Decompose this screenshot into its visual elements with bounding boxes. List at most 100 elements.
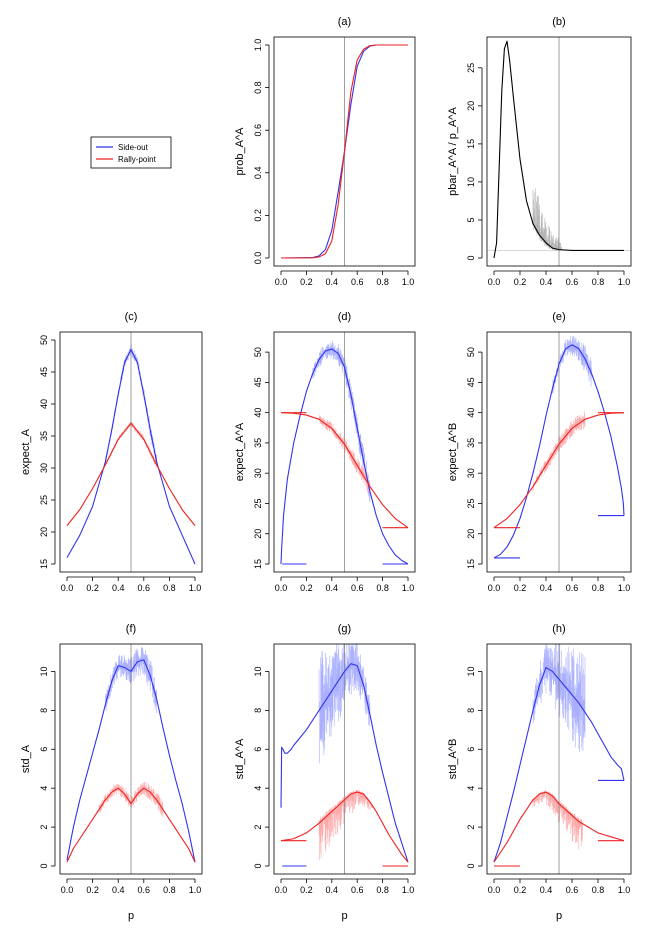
legend-label-side-out: Side-out xyxy=(118,143,149,152)
panel-b-x-tick-label-5: 1.0 xyxy=(618,277,631,287)
panel-c-y-tick-label-4: 35 xyxy=(39,431,49,441)
panel-c-title: (c) xyxy=(125,311,138,323)
series-h-side-out-line xyxy=(493,667,625,863)
panel-b-y-tick-label-0: 0 xyxy=(466,255,476,260)
panel-f-y-tick-label-2: 4 xyxy=(39,786,49,791)
panel-b-x-tick-label-3: 0.6 xyxy=(566,277,579,287)
panel-b-plot-area xyxy=(487,37,631,266)
panel-g-y-tick-label-0: 0 xyxy=(253,863,263,868)
panel-c-x-tick-label-4: 0.8 xyxy=(163,583,176,593)
panel-a-frame xyxy=(273,36,416,267)
panel-d-x-tick-label-5: 1.0 xyxy=(402,583,415,593)
panel-h-x-tick-label-1: 0.2 xyxy=(514,885,527,895)
series-b-0-noise xyxy=(532,188,562,252)
panel-c-frame xyxy=(59,331,203,573)
legend-box xyxy=(90,136,172,169)
panel-h-y-tick-label-1: 2 xyxy=(466,825,476,830)
panel-c: 0.0 0.2 0.4 0.6 0.8 1.0 15 20 25 30 35 40 45 50 (c) exp… xyxy=(20,311,203,593)
panel-a-y-label: prob_A^A xyxy=(234,127,246,176)
panel-g-frame xyxy=(273,643,416,875)
series-c-side-out-line xyxy=(66,349,196,565)
panel-f-plot-area xyxy=(66,644,196,874)
panel-d-y-tick-label-2: 25 xyxy=(253,498,263,508)
panel-b-y-tick-label-2: 10 xyxy=(466,177,476,187)
panel-c-y-tick-label-2: 25 xyxy=(39,495,49,505)
panel-b-y-tick-label-5: 25 xyxy=(466,63,476,73)
panel-h-x-tick-label-4: 0.8 xyxy=(592,885,605,895)
panel-e-x-tick-label-1: 0.2 xyxy=(514,583,527,593)
series-f-side-out-line xyxy=(66,659,196,863)
panel-c-x-tick-label-5: 1.0 xyxy=(189,583,202,593)
series-h-rally-point-line xyxy=(493,791,625,863)
panel-h: 0.0 0.2 0.4 0.6 0.8 1.0 0 2 4 6 8 10 (h) std_A^Bp xyxy=(447,623,632,922)
panel-b: 0.0 0.2 0.4 0.6 0.8 1.0 0 5 10 15 20 25 (b) pbar_A^A … xyxy=(447,16,632,287)
panel-h-y-tick-label-4: 8 xyxy=(466,708,476,713)
panel-c-x-tick-label-3: 0.6 xyxy=(138,583,151,593)
panel-e-title: (e) xyxy=(552,311,565,323)
panel-d: 0.0 0.2 0.4 0.6 0.8 1.0 15 20 25 30 35 40 45 50 (d) exp… xyxy=(234,311,416,593)
panel-d-x-tick-label-2: 0.4 xyxy=(326,583,339,593)
panel-b-y-label: pbar_A^A / p_A^A xyxy=(447,107,459,196)
panel-d-y-tick-label-3: 30 xyxy=(253,468,263,478)
panel-a-x-tick-label-4: 0.8 xyxy=(376,277,389,287)
panel-e-x-tick-label-3: 0.6 xyxy=(566,583,579,593)
panel-a-x-tick-label-2: 0.4 xyxy=(326,277,339,287)
panel-d-y-tick-label-1: 20 xyxy=(253,529,263,539)
panel-g-x-tick-label-4: 0.8 xyxy=(376,885,389,895)
panel-e-y-tick-label-0: 15 xyxy=(466,559,476,569)
panel-e-plot-area xyxy=(493,332,625,572)
series-g-side-out-line xyxy=(280,663,409,863)
panel-d-y-label: expect_A^A xyxy=(234,422,246,481)
panel-a-y-tick-label-3: 0.6 xyxy=(253,124,263,137)
panel-d-y-tick-label-6: 45 xyxy=(253,377,263,387)
panel-b-y-tick-label-4: 20 xyxy=(466,101,476,111)
panel-e-x-tick-label-4: 0.8 xyxy=(592,583,605,593)
panel-h-x-tick-label-2: 0.4 xyxy=(540,885,553,895)
panel-e-x-tick-label-0: 0.0 xyxy=(488,583,501,593)
panel-f-x-label: p xyxy=(128,910,134,922)
panel-f-y-tick-label-0: 0 xyxy=(39,863,49,868)
series-a-rally-point-line xyxy=(280,44,408,259)
panel-h-y-tick-label-0: 0 xyxy=(466,863,476,868)
panel-f-y-label: std_A xyxy=(20,744,32,773)
panel-g-x-tick-label-3: 0.6 xyxy=(351,885,364,895)
panel-e-frame xyxy=(486,331,632,573)
panel-c-x-tick-label-2: 0.4 xyxy=(112,583,125,593)
panel-f-y-tick-label-1: 2 xyxy=(39,825,49,830)
panel-d-x-tick-label-0: 0.0 xyxy=(275,583,288,593)
panel-f: 0.0 0.2 0.4 0.6 0.8 1.0 0 2 4 6 8 10 (f) std_Ap xyxy=(20,623,203,922)
panel-h-x-tick-label-3: 0.6 xyxy=(566,885,579,895)
panel-a-x-tick-label-1: 0.2 xyxy=(300,277,313,287)
panel-f-x-tick-label-4: 0.8 xyxy=(163,885,176,895)
panel-d-y-tick-label-7: 50 xyxy=(253,347,263,357)
panel-e-x-tick-label-2: 0.4 xyxy=(540,583,553,593)
panel-d-x-tick-label-1: 0.2 xyxy=(300,583,313,593)
panel-g-y-tick-label-3: 6 xyxy=(253,747,263,752)
panel-e: 0.0 0.2 0.4 0.6 0.8 1.0 15 20 25 30 35 40 45 50 (e) exp… xyxy=(447,311,632,593)
panel-a-plot-area xyxy=(280,37,408,266)
panel-a-y-tick-label-0: 0.0 xyxy=(253,252,263,265)
panel-g-y-tick-label-4: 8 xyxy=(253,708,263,713)
panel-a: 0.0 0.2 0.4 0.6 0.8 1.0 0.0 0.2 0.4 0.6 0.8 1.0 (a) p… xyxy=(234,16,416,287)
panel-g-y-tick-label-1: 2 xyxy=(253,825,263,830)
panel-c-y-label: expect_A xyxy=(20,428,32,475)
panel-h-y-tick-label-5: 10 xyxy=(466,666,476,676)
panel-g-x-tick-label-2: 0.4 xyxy=(326,885,339,895)
panel-f-y-tick-label-3: 6 xyxy=(39,747,49,752)
panel-h-title: (h) xyxy=(552,623,565,635)
panel-b-x-tick-label-2: 0.4 xyxy=(540,277,553,287)
panel-h-x-tick-label-5: 1.0 xyxy=(618,885,631,895)
panel-e-x-tick-label-5: 1.0 xyxy=(618,583,631,593)
panel-d-plot-area xyxy=(280,332,409,572)
panel-f-title: (f) xyxy=(126,623,136,635)
panel-e-y-tick-label-1: 20 xyxy=(466,529,476,539)
panel-e-y-tick-label-6: 45 xyxy=(466,377,476,387)
panel-h-y-tick-label-3: 6 xyxy=(466,747,476,752)
legend: Side-out Rally-point xyxy=(90,136,172,169)
panel-b-x-tick-label-1: 0.2 xyxy=(514,277,527,287)
panel-c-y-tick-label-3: 30 xyxy=(39,463,49,473)
panel-e-y-tick-label-5: 40 xyxy=(466,408,476,418)
panel-f-x-tick-label-1: 0.2 xyxy=(86,885,99,895)
panel-g-title: (g) xyxy=(338,623,351,635)
panel-f-x-tick-label-5: 1.0 xyxy=(189,885,202,895)
